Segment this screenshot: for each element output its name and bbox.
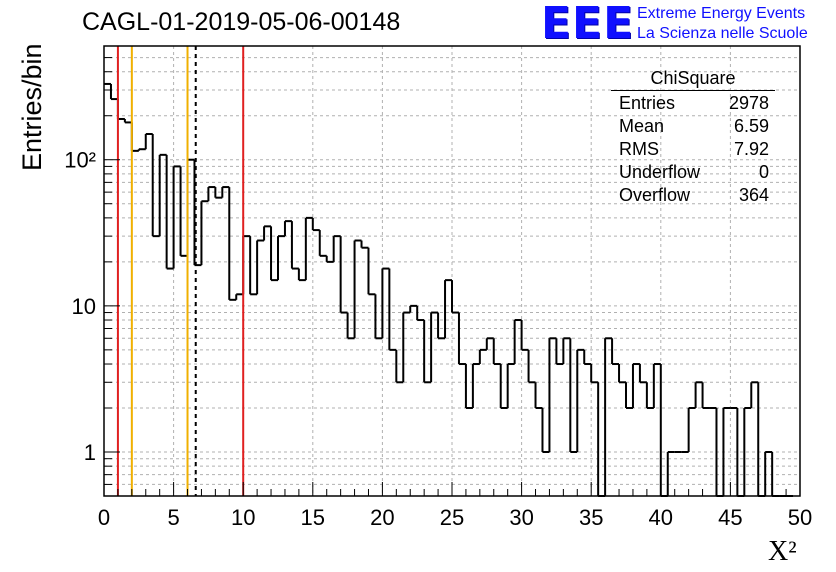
- x-tick-label: 25: [440, 505, 464, 530]
- stat-row-mean: Mean 6.59: [619, 115, 769, 137]
- x-axis-label: X²: [768, 536, 797, 567]
- stat-row-underflow: Underflow 0: [619, 161, 769, 183]
- x-tick-label: 35: [579, 505, 603, 530]
- eee-logo: EEE Extreme Energy Events La Scienza nel…: [541, 0, 831, 49]
- stat-name: Underflow: [619, 162, 701, 182]
- stat-value: 0: [758, 162, 769, 182]
- stat-row-entries: Entries 2978: [619, 92, 769, 114]
- x-tick-label: 10: [231, 505, 255, 530]
- stat-name: RMS: [619, 139, 659, 159]
- stat-name: Entries: [619, 93, 676, 113]
- x-tick-label: 5: [167, 505, 179, 530]
- stat-name: Overflow: [619, 185, 691, 205]
- stat-row-overflow: Overflow 364: [619, 184, 769, 206]
- histogram-series: [104, 82, 794, 497]
- stats-title: ChiSquare: [611, 66, 775, 91]
- y-tick-label: 1: [84, 440, 96, 465]
- y-axis-label: Entries/bin: [17, 43, 47, 171]
- stats-box: ChiSquare Entries 2978 Mean 6.59 RMS 7.9…: [611, 66, 775, 206]
- stat-name: Mean: [619, 116, 665, 136]
- reference-lines: [116, 46, 245, 496]
- logo-line-2: La Scienza nelle Scuole: [637, 25, 808, 42]
- x-tick-label: 30: [509, 505, 533, 530]
- logo-letters: EEE: [541, 0, 635, 49]
- x-tick-label: 0: [98, 505, 110, 530]
- stat-value: 7.92: [733, 139, 769, 159]
- logo-line-1: Extreme Energy Events: [637, 5, 806, 22]
- stat-value: 2978: [728, 93, 769, 113]
- y-tick-label: 10²: [64, 148, 96, 173]
- x-tick-label: 15: [301, 505, 325, 530]
- stat-value: 6.59: [733, 116, 769, 136]
- chart-title: CAGL-01-2019-05-06-00148: [82, 8, 401, 36]
- y-axis: 1 10 10²: [64, 57, 120, 485]
- x-tick-label: 40: [649, 505, 673, 530]
- x-tick-label: 50: [788, 505, 812, 530]
- stat-row-rms: RMS 7.92: [619, 138, 769, 160]
- grid: [104, 46, 800, 497]
- x-axis: 0 5 10 15 20 25 30 35 40 45 50: [98, 482, 812, 530]
- stat-value: 364: [738, 185, 769, 205]
- x-tick-label: 20: [370, 505, 394, 530]
- y-tick-label: 10: [72, 294, 96, 319]
- x-tick-label: 45: [718, 505, 742, 530]
